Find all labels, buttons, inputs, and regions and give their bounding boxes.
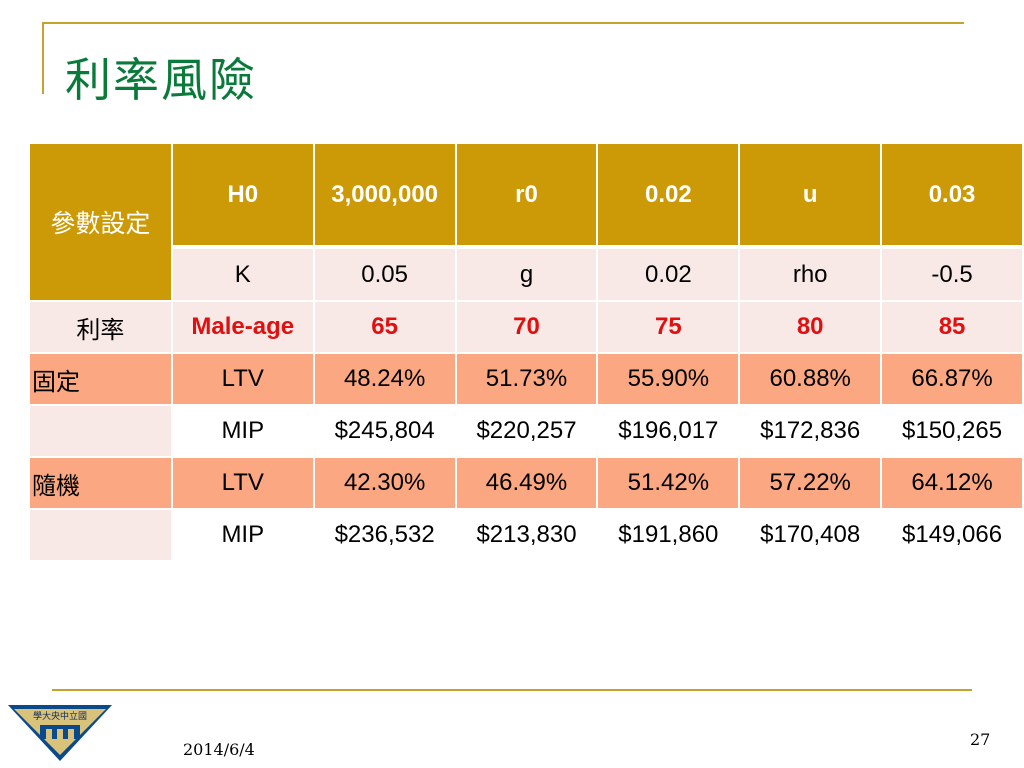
row-group-label: 利率 (28, 300, 173, 354)
table-cell: $170,408 (738, 508, 883, 562)
table-cell: rho (738, 245, 883, 302)
slide-title: 利率風險 (65, 53, 257, 107)
random-mip-row: MIP $236,532 $213,830 $191,860 $170,408 … (28, 508, 1024, 562)
table-cell: -0.5 (880, 245, 1024, 302)
svg-text:學大央中立國: 學大央中立國 (33, 710, 87, 722)
table-cell: 70 (454, 300, 599, 354)
random-ltv-row: 隨機 LTV 42.30% 46.49% 51.42% 57.22% 64.12… (28, 456, 1024, 510)
table-cell: H0 (170, 141, 315, 249)
top-rule (42, 22, 964, 24)
left-rule (42, 22, 44, 94)
age-header-row: 利率 Male-age 65 70 75 80 85 (28, 300, 1024, 354)
table-cell: 55.90% (596, 352, 741, 406)
param-row-2: K 0.05 g 0.02 rho -0.5 (29, 245, 1024, 302)
table-cell: $236,532 (312, 508, 457, 562)
slide-date: 2014/6/4 (183, 740, 255, 759)
table-cell: 3,000,000 (312, 141, 457, 249)
table-cell: $245,804 (312, 404, 457, 458)
table-cell: 65 (312, 300, 457, 354)
university-logo: 學大央中立國 (8, 705, 112, 761)
row-group-label: 固定 (28, 352, 173, 406)
table-cell: $220,257 (454, 404, 599, 458)
table-cell: $196,017 (596, 404, 741, 458)
table-cell: Male-age (170, 300, 315, 354)
table-cell: 60.88% (738, 352, 883, 406)
table-cell: LTV (170, 456, 315, 510)
table-cell: $149,066 (880, 508, 1024, 562)
interest-rate-risk-table: 參數設定 H0 3,000,000 r0 0.02 u 0.03 K 0.05 … (28, 141, 1024, 562)
row-group-label: 隨機 (28, 456, 173, 510)
table-cell: $150,265 (880, 404, 1024, 458)
table-cell: 0.02 (596, 245, 741, 302)
table-cell: $213,830 (454, 508, 599, 562)
table-cell: K (170, 245, 315, 302)
table-cell: $191,860 (596, 508, 741, 562)
table-cell (28, 508, 173, 562)
fixed-mip-row: MIP $245,804 $220,257 $196,017 $172,836 … (28, 404, 1024, 458)
param-row-1: 參數設定 H0 3,000,000 r0 0.02 u 0.03 (28, 141, 1024, 302)
table-cell: u (738, 141, 883, 249)
table-cell: 0.02 (596, 141, 741, 249)
table-cell: 46.49% (454, 456, 599, 510)
table-cell: 51.73% (454, 352, 599, 406)
table-cell: r0 (454, 141, 599, 249)
table-cell: 66.87% (880, 352, 1024, 406)
table-cell: 64.12% (880, 456, 1024, 510)
table-cell: 85 (880, 300, 1024, 354)
table-cell: 75 (596, 300, 741, 354)
table-cell: MIP (170, 404, 315, 458)
table-cell: g (454, 245, 599, 302)
page-number: 27 (970, 730, 991, 749)
fixed-ltv-row: 固定 LTV 48.24% 51.73% 55.90% 60.88% 66.87… (28, 352, 1024, 406)
table-cell: MIP (170, 508, 315, 562)
table-cell (28, 404, 173, 458)
params-label: 參數設定 (28, 142, 173, 302)
table-cell: LTV (170, 352, 315, 406)
table-cell: 0.03 (880, 141, 1024, 249)
table-cell: 42.30% (312, 456, 457, 510)
table-cell: 57.22% (738, 456, 883, 510)
table-cell: 80 (738, 300, 883, 354)
table-cell: 48.24% (312, 352, 457, 406)
bottom-rule (52, 689, 972, 691)
table-cell: $172,836 (738, 404, 883, 458)
table-cell: 0.05 (312, 245, 457, 302)
table-cell: 51.42% (596, 456, 741, 510)
